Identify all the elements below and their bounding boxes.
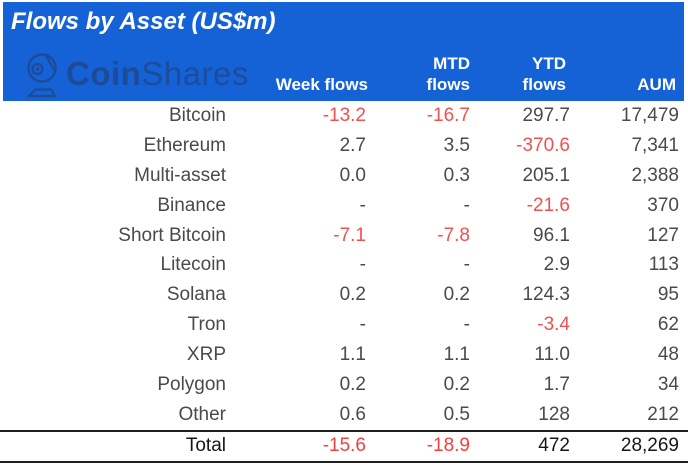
asset-name: Short Bitcoin	[118, 224, 226, 246]
asset-name: Multi-asset	[134, 164, 226, 186]
asset-name: Binance	[157, 194, 226, 216]
spacer	[679, 310, 688, 340]
asset-name: Bitcoin	[168, 104, 226, 126]
column-header-week-flows: Week flows	[275, 75, 368, 94]
aum-value: 48	[657, 344, 679, 366]
spacer	[679, 101, 688, 131]
ytd-flows-value: -3.4	[537, 314, 570, 336]
ytd-flows-value: 11.0	[534, 344, 570, 366]
week-flows-value: -13.2	[322, 104, 366, 126]
aum-value: 212	[647, 403, 679, 425]
flows-table: Bitcoin -13.2 -16.7 297.7 17,479 Ethereu…	[0, 101, 688, 463]
total-week-flows: -15.6	[226, 429, 366, 463]
aum-value: 113	[648, 254, 679, 276]
table-header-band: Flows by Asset (US$m) CoinShares Week fl…	[3, 2, 684, 101]
column-header-ytd-flows: YTD flows	[522, 54, 566, 94]
week-flows-value: 2.7	[339, 134, 366, 156]
mtd-flows-value: -7.8	[437, 224, 470, 246]
aum-value: 34	[657, 373, 679, 395]
table-row: Other 0.6 0.5 128 212	[0, 400, 688, 431]
mtd-flows-value: 0.5	[443, 403, 470, 425]
week-flows-value: -	[359, 314, 366, 336]
spacer	[679, 429, 688, 463]
spacer	[679, 280, 688, 310]
aum-value: 2,388	[631, 164, 679, 186]
total-ytd-flows: 472	[470, 429, 570, 463]
table-row: Tron - - -3.4 62	[0, 310, 688, 340]
table-row: Multi-asset 0.0 0.3 205.1 2,388	[0, 161, 688, 191]
ytd-flows-value: 205.1	[522, 164, 570, 186]
asset-name: Ethereum	[143, 134, 226, 156]
column-header-aum: AUM	[637, 75, 676, 94]
asset-name: Polygon	[157, 373, 226, 395]
ytd-flows-value: 124.3	[522, 284, 570, 306]
table-row: Ethereum 2.7 3.5 -370.6 7,341	[0, 131, 688, 161]
spacer	[679, 340, 688, 370]
mtd-flows-value: 1.1	[443, 344, 470, 366]
mtd-flows-value: -	[463, 314, 470, 336]
mtd-flows-value: 0.2	[443, 284, 470, 306]
week-flows-value: 0.0	[339, 164, 366, 186]
aum-value: 370	[647, 194, 679, 216]
ytd-flows-value: 96.1	[533, 224, 570, 246]
mtd-flows-value: 0.2	[443, 373, 470, 395]
mtd-flows-value: -	[463, 254, 470, 276]
week-flows-value: -	[359, 254, 366, 276]
coinshares-helmet-icon	[25, 47, 66, 99]
table-row: Binance - - -21.6 370	[0, 191, 688, 221]
aum-value: 127	[647, 224, 679, 246]
spacer	[679, 191, 688, 221]
spacer	[679, 400, 688, 431]
table-row: Solana 0.2 0.2 124.3 95	[0, 280, 688, 310]
mtd-flows-value: 0.3	[443, 164, 470, 186]
column-header-mtd-flows: MTD flows	[426, 54, 470, 94]
week-flows-value: 0.2	[339, 373, 366, 395]
table-row: Litecoin - - 2.9 113	[0, 250, 688, 280]
spacer	[679, 131, 688, 161]
spacer	[679, 250, 688, 280]
ytd-flows-value: 297.7	[522, 104, 570, 126]
aum-value: 62	[657, 314, 679, 336]
spacer	[679, 370, 688, 400]
ytd-flows-value: -21.6	[526, 194, 570, 216]
coinshares-logo: CoinShares	[25, 47, 249, 99]
total-row: Total -15.6 -18.9 472 28,269	[0, 429, 688, 463]
table-row: XRP 1.1 1.1 11.0 48	[0, 340, 688, 370]
aum-value: 7,341	[631, 134, 679, 156]
week-flows-value: -	[359, 194, 366, 216]
total-aum: 28,269	[570, 429, 679, 463]
page-title: Flows by Asset (US$m)	[11, 8, 276, 35]
asset-name: Other	[178, 403, 226, 425]
mtd-flows-value: -	[463, 194, 470, 216]
week-flows-value: -7.1	[333, 224, 366, 246]
table-row: Polygon 0.2 0.2 1.7 34	[0, 370, 688, 400]
logo-text-shares: Shares	[141, 54, 249, 92]
week-flows-value: 1.1	[339, 344, 366, 366]
total-label: Total	[0, 429, 226, 463]
asset-name: Litecoin	[160, 254, 227, 276]
week-flows-value: 0.6	[339, 403, 366, 425]
table-row: Short Bitcoin -7.1 -7.8 96.1 127	[0, 221, 688, 251]
week-flows-value: 0.2	[339, 284, 366, 306]
asset-name: XRP	[186, 344, 226, 366]
ytd-flows-value: -370.6	[516, 134, 570, 156]
spacer	[679, 221, 688, 251]
ytd-flows-value: 1.7	[543, 373, 570, 395]
mtd-flows-value: -16.7	[426, 104, 470, 126]
aum-value: 95	[657, 284, 679, 306]
asset-name: Tron	[187, 314, 226, 336]
spacer	[679, 161, 688, 191]
total-mtd-flows: -18.9	[366, 429, 470, 463]
ytd-flows-value: 2.9	[543, 254, 570, 276]
aum-value: 17,479	[620, 104, 679, 126]
asset-name: Solana	[166, 284, 226, 306]
logo-text-coin: Coin	[66, 54, 142, 92]
ytd-flows-value: 128	[538, 403, 570, 425]
table-row: Bitcoin -13.2 -16.7 297.7 17,479	[0, 101, 688, 131]
coinshares-wordmark: CoinShares	[66, 57, 249, 90]
mtd-flows-value: 3.5	[443, 134, 470, 156]
